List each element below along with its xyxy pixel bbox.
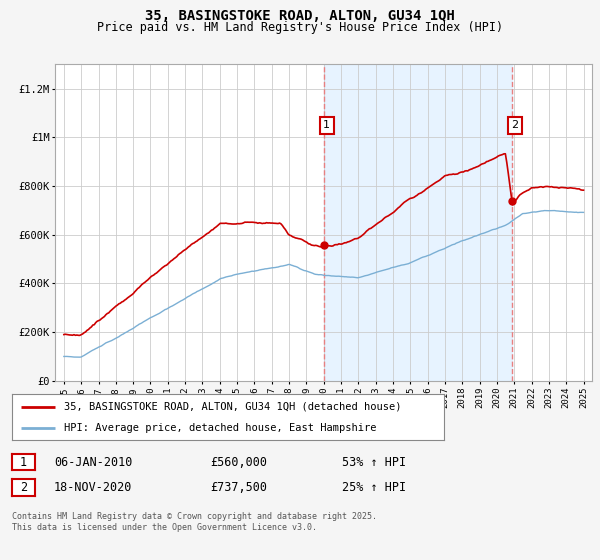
Text: 1: 1 — [323, 120, 331, 130]
Text: 18-NOV-2020: 18-NOV-2020 — [54, 480, 133, 494]
Text: 2: 2 — [511, 120, 518, 130]
Text: 1: 1 — [20, 455, 27, 469]
Text: 53% ↑ HPI: 53% ↑ HPI — [342, 455, 406, 469]
Text: £737,500: £737,500 — [210, 480, 267, 494]
Text: 06-JAN-2010: 06-JAN-2010 — [54, 455, 133, 469]
Text: £560,000: £560,000 — [210, 455, 267, 469]
Text: 25% ↑ HPI: 25% ↑ HPI — [342, 480, 406, 494]
Text: 2: 2 — [20, 480, 27, 494]
Text: 35, BASINGSTOKE ROAD, ALTON, GU34 1QH: 35, BASINGSTOKE ROAD, ALTON, GU34 1QH — [145, 9, 455, 23]
Text: Contains HM Land Registry data © Crown copyright and database right 2025.
This d: Contains HM Land Registry data © Crown c… — [12, 512, 377, 532]
Text: HPI: Average price, detached house, East Hampshire: HPI: Average price, detached house, East… — [64, 423, 376, 433]
Bar — [324, 64, 512, 381]
Text: 35, BASINGSTOKE ROAD, ALTON, GU34 1QH (detached house): 35, BASINGSTOKE ROAD, ALTON, GU34 1QH (d… — [64, 402, 401, 412]
Text: Price paid vs. HM Land Registry's House Price Index (HPI): Price paid vs. HM Land Registry's House … — [97, 21, 503, 34]
